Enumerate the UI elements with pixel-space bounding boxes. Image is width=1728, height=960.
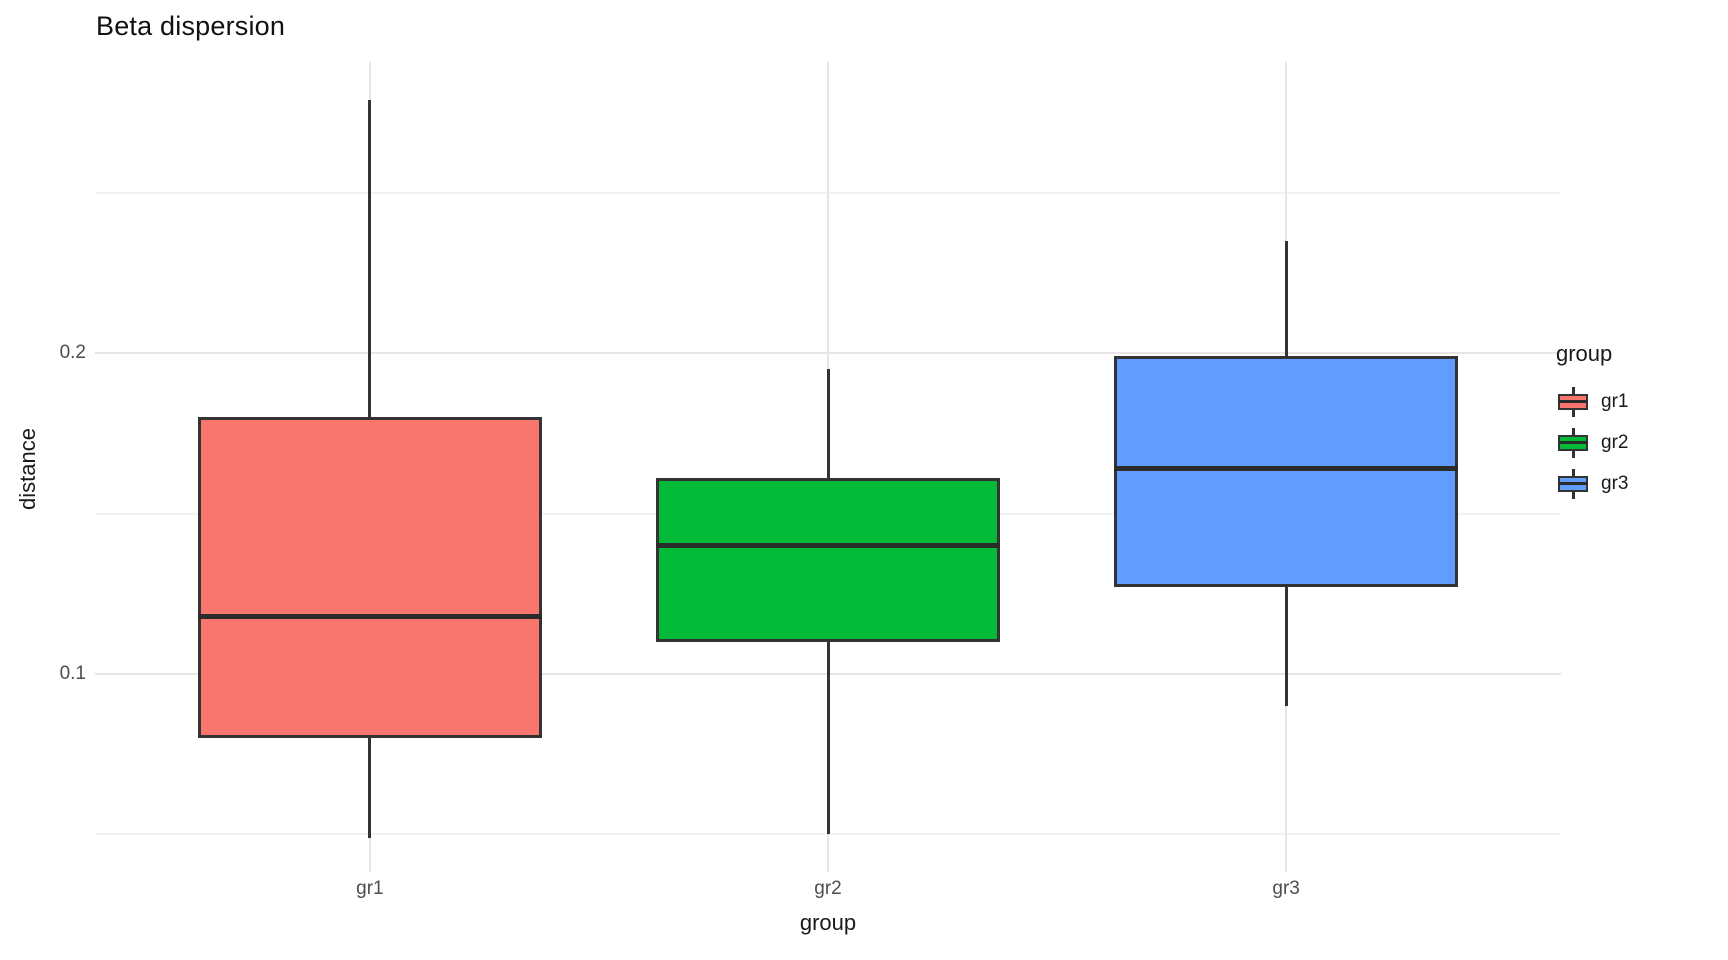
- legend-key-boxplot-icon-gr3: [1556, 467, 1590, 501]
- x-tick-label-gr1: gr1: [356, 878, 384, 899]
- whisker-lower-gr1: [368, 738, 372, 838]
- chart-title: Beta dispersion: [96, 11, 286, 41]
- legend-key-boxplot-icon-gr1: [1556, 385, 1590, 419]
- whisker-upper-gr2: [826, 369, 830, 479]
- key-median-line: [1558, 399, 1588, 403]
- median-gr1: [197, 613, 542, 619]
- median-gr2: [656, 543, 1000, 549]
- legend-title: group: [1556, 341, 1613, 366]
- box-gr3: [1114, 356, 1459, 588]
- whisker-upper-gr1: [368, 99, 372, 418]
- y-tick-label-0.1: 0.1: [59, 662, 86, 684]
- legend-key-boxplot-icon-gr2: [1556, 426, 1590, 460]
- y-tick-label-0.2: 0.2: [59, 342, 86, 364]
- x-axis-title: group: [799, 910, 857, 935]
- legend-label-gr3: gr3: [1601, 472, 1629, 494]
- key-median-line: [1558, 481, 1588, 485]
- legend-item-gr3: gr3: [1548, 463, 1628, 504]
- legend-label-gr1: gr1: [1601, 390, 1629, 412]
- box-gr1: [197, 417, 542, 739]
- legend-label-gr2: gr2: [1601, 431, 1629, 453]
- whisker-lower-gr3: [1284, 587, 1288, 707]
- x-tick-label-gr3: gr3: [1272, 878, 1300, 899]
- legend: group gr1 gr2 gr3: [1548, 341, 1628, 504]
- median-gr3: [1114, 466, 1459, 472]
- legend-item-gr1: gr1: [1548, 381, 1628, 422]
- box-gr2: [656, 478, 1000, 642]
- legend-items: gr1 gr2 gr3: [1548, 381, 1628, 504]
- key-median-line: [1558, 440, 1588, 444]
- whisker-lower-gr2: [826, 641, 830, 835]
- legend-item-gr2: gr2: [1548, 422, 1628, 463]
- whisker-upper-gr3: [1284, 240, 1288, 357]
- x-tick-label-gr2: gr2: [814, 878, 842, 899]
